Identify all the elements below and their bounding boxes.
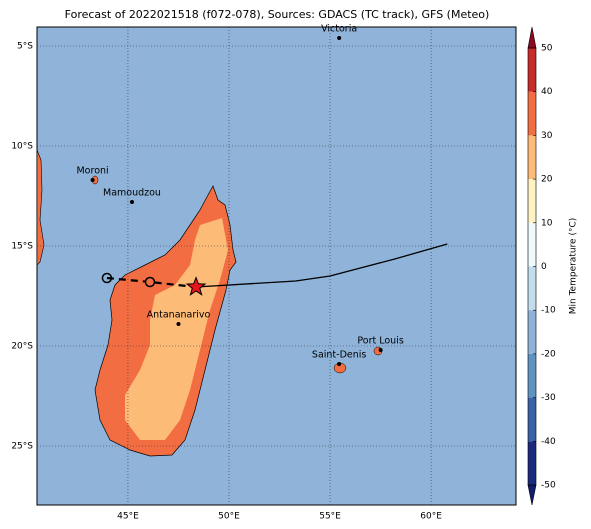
colorbar-extend-low xyxy=(527,484,537,506)
city-marker xyxy=(90,178,95,182)
colorbar-segment xyxy=(528,135,536,180)
colorbar-extend-high xyxy=(527,26,537,49)
y-tick-label: 10°S xyxy=(11,142,33,152)
colorbar-segment xyxy=(528,441,536,485)
forecast-track xyxy=(196,243,448,288)
land xyxy=(36,149,383,457)
y-tick-label: 5°S xyxy=(17,42,33,52)
colorbar-tick-label: -40 xyxy=(541,437,556,447)
track-point xyxy=(101,272,113,284)
map-title: Forecast of 2022021518 (f072-078), Sourc… xyxy=(65,8,490,21)
city-label: Victoria xyxy=(321,24,357,35)
colorbar-segment xyxy=(528,353,536,398)
colorbar-tick-label: 50 xyxy=(541,44,553,54)
y-tick-label: 25°S xyxy=(11,442,33,452)
colorbar-tick-label: -50 xyxy=(541,481,556,491)
city-marker xyxy=(337,36,342,40)
city-marker xyxy=(337,362,342,366)
colorbar-tick-label: 10 xyxy=(541,218,553,228)
madagascar-interior xyxy=(125,218,228,440)
city-marker xyxy=(129,200,134,204)
colorbar-segment xyxy=(528,91,536,136)
y-tick-label: 20°S xyxy=(11,342,33,352)
city-label: Port Louis xyxy=(357,336,403,347)
colorbar-tick-label: -30 xyxy=(541,393,556,403)
city-label: Saint-Denis xyxy=(312,350,366,361)
x-tick-label: 55°E xyxy=(319,512,341,522)
x-tick-label: 60°E xyxy=(420,512,442,522)
city-marker xyxy=(378,348,383,352)
colorbar-segment xyxy=(528,310,536,354)
colorbar-segment xyxy=(528,179,536,223)
africa-coast xyxy=(36,149,45,266)
colorbar-segment xyxy=(528,397,536,442)
x-tick-label: 50°E xyxy=(218,512,240,522)
x-tick-label: 45°E xyxy=(117,512,139,522)
city-label: Antananarivo xyxy=(147,310,211,321)
city-marker xyxy=(176,322,181,326)
colorbar-segment xyxy=(528,222,536,267)
colorbar-label: Min Temperature (°C) xyxy=(569,218,579,315)
colorbar-tick-label: 30 xyxy=(541,131,553,141)
colorbar-tick-label: 40 xyxy=(541,87,553,97)
y-tick-label: 15°S xyxy=(11,242,33,252)
colorbar-tick-label: 20 xyxy=(541,175,553,185)
colorbar-segment xyxy=(528,48,536,92)
current-position-star xyxy=(185,276,207,296)
colorbar-tick-label: -10 xyxy=(541,306,556,316)
track-point xyxy=(144,276,156,288)
colorbar-tick-label: 0 xyxy=(541,262,547,272)
city-label: Moroni xyxy=(76,166,108,177)
colorbar-segment xyxy=(528,266,536,311)
city-label: Mamoudzou xyxy=(103,188,161,199)
colorbar-tick-label: -20 xyxy=(541,349,556,359)
past-track xyxy=(106,276,197,289)
